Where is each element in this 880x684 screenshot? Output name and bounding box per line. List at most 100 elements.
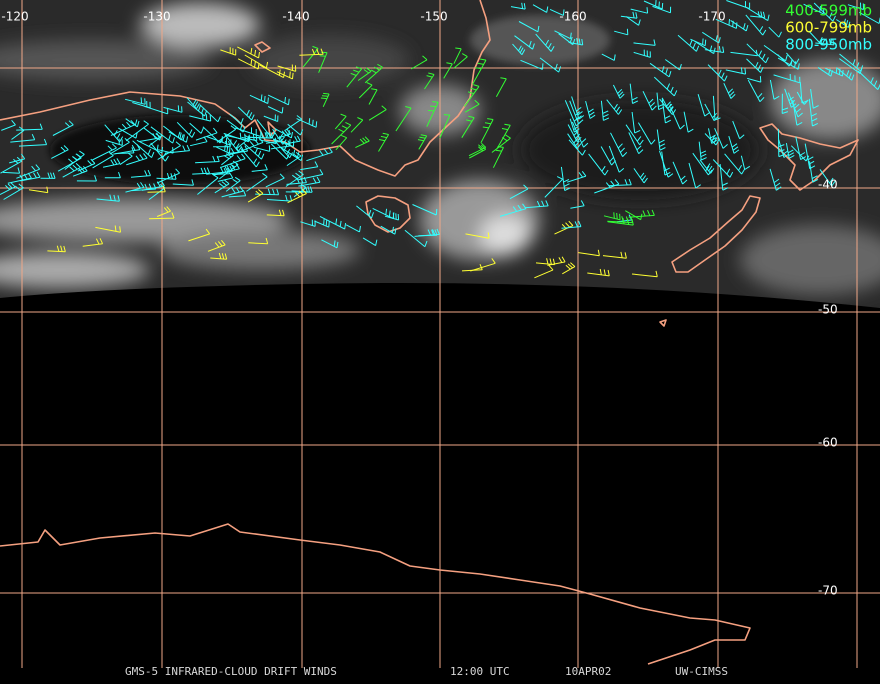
wind-barb	[804, 143, 816, 170]
wind-barb	[345, 224, 361, 233]
wind-barb	[661, 97, 674, 112]
wind-barb	[777, 57, 800, 70]
wind-barb	[237, 46, 260, 59]
wind-barb	[464, 99, 480, 113]
wind-barb	[819, 169, 836, 187]
wind-barb	[588, 153, 609, 176]
wind-barb	[206, 165, 233, 175]
wind-barb	[443, 62, 453, 79]
wind-barb	[124, 97, 146, 105]
wind-barb	[249, 94, 269, 104]
wind-barb	[847, 2, 864, 10]
wind-barb	[285, 186, 313, 193]
wind-barb	[321, 239, 339, 249]
wind-barb	[672, 161, 688, 185]
latitude-labels: -40 -50 -60 -70	[818, 178, 838, 598]
wind-barb	[186, 97, 200, 110]
wind-barb	[554, 220, 574, 235]
wind-barb	[732, 120, 745, 140]
wind-barb	[225, 176, 241, 192]
wind-barb	[150, 142, 169, 162]
wind-barb	[144, 105, 169, 115]
wind-barb	[652, 5, 672, 14]
wind-barb	[72, 165, 88, 177]
wind-barb	[643, 0, 664, 10]
wind-barb	[747, 76, 762, 83]
wind-barb	[210, 252, 228, 260]
wind-barb	[719, 163, 729, 191]
wind-barb	[237, 106, 255, 121]
wind-barb	[472, 58, 487, 85]
wind-barb	[569, 118, 580, 133]
wind-barb	[608, 178, 632, 187]
wind-barb	[228, 190, 247, 198]
wind-barb	[287, 123, 304, 136]
wind-barb	[463, 84, 480, 107]
wind-barb	[76, 175, 97, 182]
wind-barb	[796, 91, 809, 105]
wind-barb	[496, 123, 511, 150]
wind-barb	[105, 138, 123, 146]
wind-barb	[207, 239, 226, 252]
wind-barb	[813, 2, 836, 22]
wind-barb	[424, 72, 435, 90]
wind-barb	[561, 220, 582, 229]
wind-barb	[132, 140, 155, 158]
wind-barb	[96, 194, 120, 202]
wind-barb	[524, 200, 549, 209]
wind-barb	[237, 58, 260, 70]
wind-barb	[258, 137, 277, 145]
wind-barb	[221, 185, 244, 198]
wind-barb	[319, 215, 347, 230]
wind-barb	[9, 153, 26, 164]
wind-barb	[202, 126, 224, 144]
wind-barb	[510, 2, 526, 10]
wind-barb	[157, 147, 174, 154]
wind-barb	[136, 139, 164, 154]
latitude-label: -50	[818, 303, 838, 317]
wind-barb	[745, 14, 767, 36]
wind-barb	[246, 172, 268, 192]
wind-barb	[235, 127, 262, 137]
footer-date: 10APR02	[565, 665, 611, 678]
wind-barb	[568, 139, 586, 156]
coastlines	[0, 0, 859, 665]
wind-barb	[189, 113, 212, 122]
wind-barb	[274, 128, 293, 139]
wind-barb	[224, 133, 243, 153]
wind-barb	[28, 186, 49, 194]
wind-barb	[147, 185, 166, 193]
wind-barb	[216, 145, 245, 158]
latitude-label: -40	[818, 178, 838, 192]
wind-barb	[285, 170, 304, 187]
wind-barb	[285, 115, 302, 131]
wind-barb	[251, 164, 268, 172]
footer-source: UW-CIMSS	[675, 665, 728, 678]
wind-barb	[104, 171, 121, 179]
wind-barb	[491, 134, 511, 153]
wind-barb	[690, 38, 707, 47]
wind-barb	[620, 11, 638, 19]
wind-barb	[773, 73, 801, 84]
wind-barb	[217, 172, 234, 182]
wind-barb	[630, 7, 649, 14]
wind-barb	[368, 88, 378, 105]
wind-barb	[286, 176, 307, 185]
wind-barb	[777, 128, 785, 158]
longitude-label: -130	[143, 10, 170, 24]
wind-barb	[220, 153, 246, 168]
wind-barb	[411, 55, 428, 70]
wind-barb	[156, 168, 180, 184]
wind-barb	[417, 134, 428, 150]
wind-barb	[263, 114, 279, 122]
wind-barb	[839, 58, 863, 75]
wind-barb	[356, 205, 374, 219]
wind-barb	[104, 124, 124, 143]
wind-barb	[256, 119, 276, 139]
wind-barb	[284, 135, 301, 145]
wind-barb	[692, 152, 713, 176]
wind-barb	[92, 143, 117, 161]
wind-barb	[243, 143, 265, 160]
wind-barb	[368, 105, 387, 121]
